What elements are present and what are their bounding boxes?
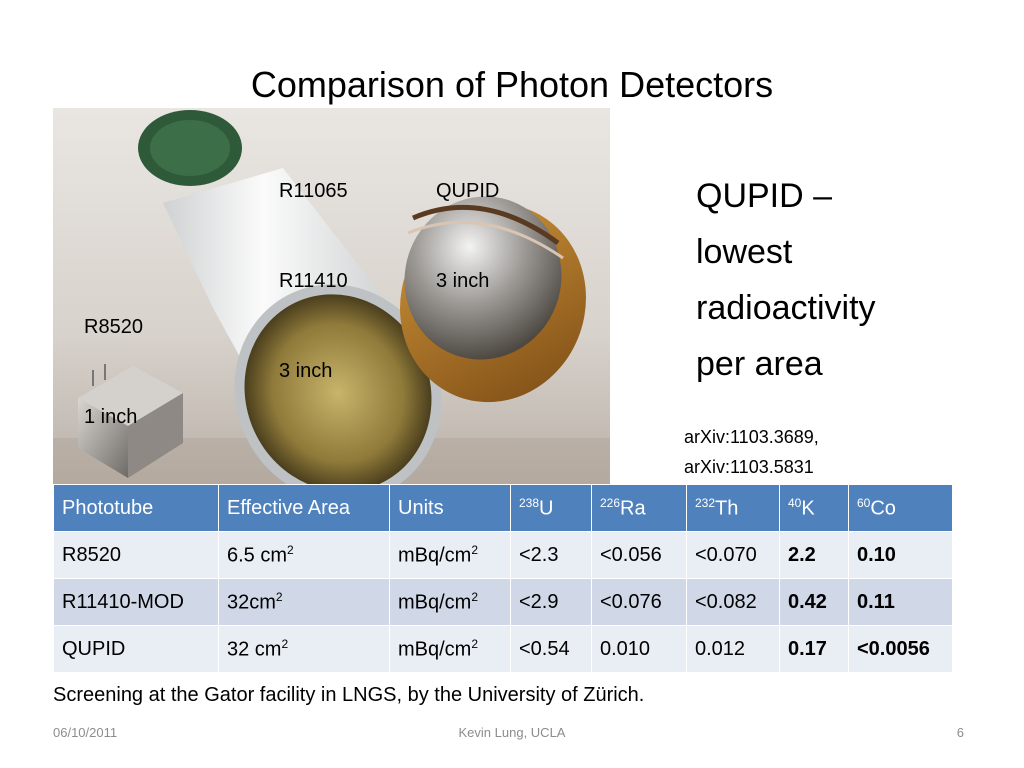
arxiv-ref: arXiv:1103.3689,: [684, 427, 819, 447]
summary-line: per area: [696, 345, 823, 383]
cell-phototube: QUPID: [53, 625, 219, 673]
header-phototube: Phototube: [53, 484, 219, 532]
header-effective-area: Effective Area: [218, 484, 390, 532]
cell-k: 0.42: [779, 578, 849, 626]
cell-area: 32 cm2: [218, 625, 390, 673]
cell-area: 32cm2: [218, 578, 390, 626]
cell-units: mBq/cm2: [389, 625, 511, 673]
arxiv-ref: arXiv:1103.5831: [684, 457, 814, 477]
cell-ra: <0.076: [591, 578, 687, 626]
header-co60: 60Co: [848, 484, 953, 532]
summary-line: lowest: [696, 233, 793, 271]
slide-title: Comparison of Photon Detectors: [250, 64, 774, 105]
table-row: R11410-MOD 32cm2 mBq/cm2 <2.9 <0.076 <0.…: [53, 578, 953, 626]
footer-page-number: 6: [956, 725, 964, 740]
table-row: QUPID 32 cm2 mBq/cm2 <0.54 0.010 0.012 0…: [53, 625, 953, 673]
label-r11410: R11410: [279, 270, 348, 292]
table-row: R8520 6.5 cm2 mBq/cm2 <2.3 <0.056 <0.070…: [53, 531, 953, 579]
label-r11065: R11065: [279, 180, 348, 202]
label-qupid-size: 3 inch: [436, 270, 490, 292]
cell-co: 0.11: [848, 578, 953, 626]
header-th232: 232Th: [686, 484, 780, 532]
header-units: Units: [389, 484, 511, 532]
cell-th: 0.012: [686, 625, 780, 673]
cell-phototube: R11410-MOD: [53, 578, 219, 626]
label-r8520-size: 1 inch: [84, 406, 138, 428]
cell-u: <2.3: [510, 531, 592, 579]
cell-units: mBq/cm2: [389, 578, 511, 626]
label-qupid: QUPID: [436, 180, 500, 202]
header-u238: 238U: [510, 484, 592, 532]
summary-line: radioactivity: [696, 289, 876, 327]
cell-ra: <0.056: [591, 531, 687, 579]
label-r11410-size: 3 inch: [279, 360, 333, 382]
cell-units: mBq/cm2: [389, 531, 511, 579]
cell-th: <0.082: [686, 578, 780, 626]
table-header-row: Phototube Effective Area Units 238U 226R…: [53, 484, 953, 532]
screening-caption: Screening at the Gator facility in LNGS,…: [53, 684, 645, 706]
header-k40: 40K: [779, 484, 849, 532]
cell-co: <0.0056: [848, 625, 953, 673]
cell-co: 0.10: [848, 531, 953, 579]
cell-k: 0.17: [779, 625, 849, 673]
qupid-summary: QUPID – lowest radioactivity per area: [696, 168, 996, 392]
cell-k: 2.2: [779, 531, 849, 579]
arxiv-references: arXiv:1103.3689, arXiv:1103.5831: [684, 422, 819, 482]
footer-author: Kevin Lung, UCLA: [458, 725, 566, 740]
radioactivity-table: Phototube Effective Area Units 238U 226R…: [53, 484, 953, 673]
footer-date: 06/10/2011: [53, 725, 118, 740]
cell-ra: 0.010: [591, 625, 687, 673]
cell-phototube: R8520: [53, 531, 219, 579]
summary-line: QUPID –: [696, 177, 833, 215]
cell-u: <0.54: [510, 625, 592, 673]
label-r8520: R8520: [84, 316, 143, 338]
cell-u: <2.9: [510, 578, 592, 626]
cell-area: 6.5 cm2: [218, 531, 390, 579]
detector-photo: [53, 108, 610, 484]
cell-th: <0.070: [686, 531, 780, 579]
header-ra226: 226Ra: [591, 484, 687, 532]
